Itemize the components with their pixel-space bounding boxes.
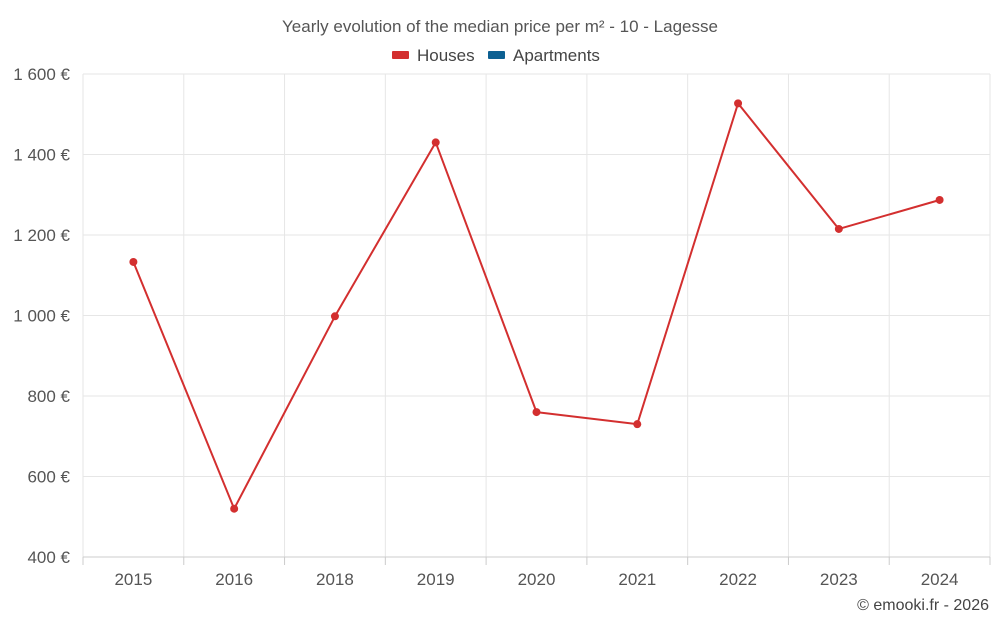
x-tick-label: 2022 bbox=[719, 570, 757, 589]
y-tick-label: 1 000 € bbox=[13, 307, 70, 326]
series-houses bbox=[129, 99, 944, 513]
x-tick-label: 2020 bbox=[518, 570, 556, 589]
x-tick-label: 2018 bbox=[316, 570, 354, 589]
data-point[interactable] bbox=[834, 224, 843, 233]
legend-swatch-houses bbox=[392, 51, 409, 59]
data-point[interactable] bbox=[734, 99, 743, 108]
y-tick-label: 1 600 € bbox=[13, 65, 70, 84]
chart-title: Yearly evolution of the median price per… bbox=[282, 17, 718, 36]
x-tick-label: 2021 bbox=[618, 570, 656, 589]
legend-label-houses: Houses bbox=[417, 46, 475, 65]
y-tick-label: 1 200 € bbox=[13, 226, 70, 245]
x-tick-label: 2019 bbox=[417, 570, 455, 589]
axes: 400 € 600 € 800 € 1 000 € 1 200 € 1 400 € 1 60… bbox=[13, 65, 991, 589]
data-point[interactable] bbox=[330, 312, 339, 321]
data-point[interactable] bbox=[633, 420, 642, 429]
y-tick-label: 1 400 € bbox=[13, 146, 70, 165]
y-tick-label: 400 € bbox=[27, 548, 70, 567]
legend-item-apartments[interactable]: Apartments bbox=[488, 46, 600, 65]
legend-swatch-apartments bbox=[488, 51, 505, 59]
legend-label-apartments: Apartments bbox=[513, 46, 600, 65]
legend-item-houses[interactable]: Houses bbox=[392, 46, 475, 65]
x-tick-label: 2016 bbox=[215, 570, 253, 589]
x-tick-label: 2024 bbox=[921, 570, 959, 589]
credit-text: © emooki.fr - 2026 bbox=[857, 597, 989, 614]
data-point[interactable] bbox=[129, 257, 138, 266]
x-tick-label: 2015 bbox=[114, 570, 152, 589]
data-point[interactable] bbox=[431, 138, 440, 147]
x-tick-label: 2023 bbox=[820, 570, 858, 589]
series-line-houses bbox=[132, 102, 940, 510]
y-tick-label: 600 € bbox=[27, 468, 70, 487]
data-point[interactable] bbox=[532, 408, 541, 417]
legend: Houses Apartments bbox=[392, 46, 600, 65]
data-point[interactable] bbox=[935, 195, 944, 204]
y-tick-label: 800 € bbox=[27, 387, 70, 406]
data-point[interactable] bbox=[230, 504, 239, 513]
grid bbox=[82, 73, 991, 558]
